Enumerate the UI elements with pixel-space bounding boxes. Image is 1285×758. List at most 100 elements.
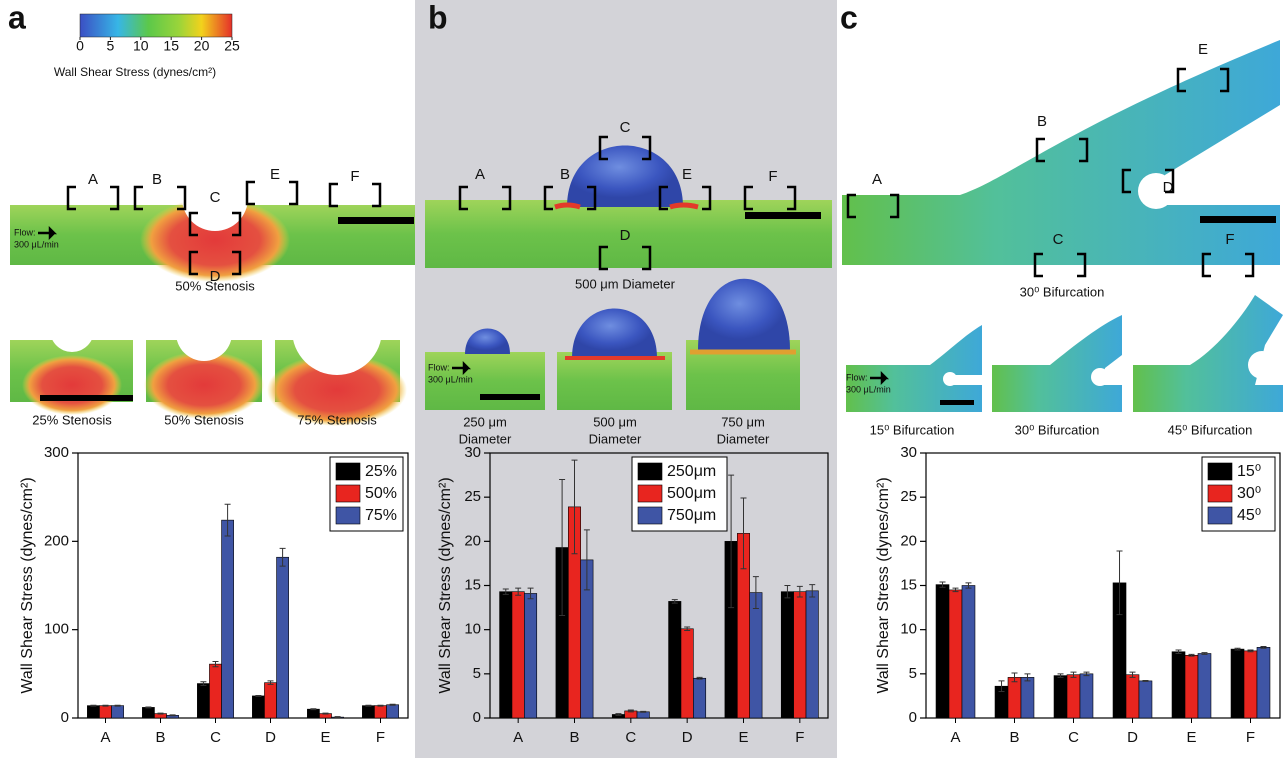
legend-label: 750μm (667, 507, 716, 524)
flow-rate: 300 μL/min (846, 384, 891, 394)
x-tick-label: E (320, 729, 330, 746)
sub-caption: Diameter (589, 431, 642, 446)
error-bar (103, 705, 109, 706)
region-label: A (475, 166, 485, 183)
bar (197, 684, 209, 718)
bar (209, 664, 221, 718)
bar (1231, 649, 1244, 718)
y-tick-label: 10 (464, 621, 481, 638)
error-bar (335, 717, 341, 718)
error-bar (158, 713, 164, 714)
bar (1021, 677, 1034, 718)
main-caption: 500 μm Diameter (575, 276, 676, 291)
region-label: B (560, 166, 570, 183)
main-caption: 50% Stenosis (175, 278, 255, 293)
y-tick-label: 25 (900, 488, 917, 505)
flow-rate: 300 μL/min (428, 374, 473, 384)
error-bar (378, 705, 384, 706)
bar (1054, 676, 1067, 718)
bar (1080, 674, 1093, 718)
flow-label: Flow: (14, 227, 36, 237)
error-bar (310, 709, 316, 710)
region-label: E (1198, 41, 1208, 58)
bar (669, 601, 681, 718)
y-tick-label: 0 (909, 709, 917, 726)
x-tick-label: F (376, 729, 385, 746)
y-tick-label: 30 (900, 444, 917, 461)
legend-swatch (1208, 463, 1232, 480)
bar (362, 706, 374, 718)
bar (277, 557, 289, 718)
bar (1198, 654, 1211, 718)
y-tick-label: 300 (44, 444, 69, 461)
legend-label: 50% (365, 485, 397, 502)
error-bar (365, 705, 371, 706)
region-label: F (1225, 231, 1234, 248)
legend-swatch (638, 507, 662, 524)
legend-swatch (336, 463, 360, 480)
y-tick-label: 15 (464, 576, 481, 593)
x-tick-label: B (1009, 729, 1019, 746)
region-label: C (1053, 231, 1064, 248)
bar (524, 593, 536, 718)
legend-swatch (638, 485, 662, 502)
y-axis-label: Wall Shear Stress (dynes/cm²) (875, 477, 892, 693)
bar (1126, 675, 1139, 718)
region-label: C (620, 119, 631, 136)
region-label: E (682, 166, 692, 183)
legend-label: 500μm (667, 485, 716, 502)
y-tick-label: 5 (909, 665, 917, 682)
x-tick-label: D (1127, 729, 1138, 746)
bar (693, 678, 705, 718)
x-tick-label: A (513, 729, 523, 746)
bar (387, 705, 399, 718)
colorbar-tick-label: 0 (76, 38, 84, 54)
sub-caption: 25% Stenosis (32, 412, 112, 427)
error-bar (170, 715, 176, 716)
region-label: F (350, 168, 359, 185)
x-tick-label: A (100, 729, 110, 746)
colorbar-tick-label: 25 (224, 38, 240, 54)
x-tick-label: C (210, 729, 221, 746)
legend-swatch (1208, 485, 1232, 502)
legend-swatch (1208, 507, 1232, 524)
bar (512, 592, 524, 718)
bar (87, 706, 99, 718)
x-tick-label: C (1068, 729, 1079, 746)
y-tick-label: 100 (44, 621, 69, 638)
legend-swatch (638, 463, 662, 480)
colorbar (80, 14, 232, 37)
bar (1185, 655, 1198, 718)
bar (1257, 647, 1270, 718)
flow-label: Flow: (846, 372, 868, 382)
x-tick-label: A (950, 729, 960, 746)
flow-label: Flow: (428, 362, 450, 372)
y-tick-label: 15 (900, 576, 917, 593)
sub-caption: 30⁰ Bifurcation (1015, 422, 1100, 437)
bar (794, 592, 806, 718)
x-tick-label: D (682, 729, 693, 746)
bar (1139, 681, 1152, 718)
error-bar (1142, 680, 1148, 681)
colorbar-label: Wall Shear Stress (dynes/cm²) (54, 65, 216, 79)
colorbar-tick-label: 10 (133, 38, 149, 54)
y-axis-label: Wall Shear Stress (dynes/cm²) (437, 477, 454, 693)
legend-label: 250μm (667, 463, 716, 480)
region-bracket (330, 184, 380, 206)
y-tick-label: 0 (473, 709, 481, 726)
flow-rate: 300 μL/min (14, 239, 59, 249)
sub-caption: 75% Stenosis (297, 412, 377, 427)
stenosis-thumbnails (10, 285, 407, 426)
bar (1008, 677, 1021, 718)
error-bar (390, 704, 396, 705)
y-tick-label: 30 (464, 444, 481, 461)
x-tick-label: F (795, 729, 804, 746)
main-caption: 30⁰ Bifurcation (1020, 284, 1105, 299)
legend-label: 25% (365, 463, 397, 480)
bar (1172, 652, 1185, 718)
sub-caption: 50% Stenosis (164, 412, 244, 427)
y-tick-label: 20 (900, 532, 917, 549)
error-bar (640, 711, 646, 712)
region-label: C (210, 189, 221, 206)
bar (374, 706, 386, 718)
